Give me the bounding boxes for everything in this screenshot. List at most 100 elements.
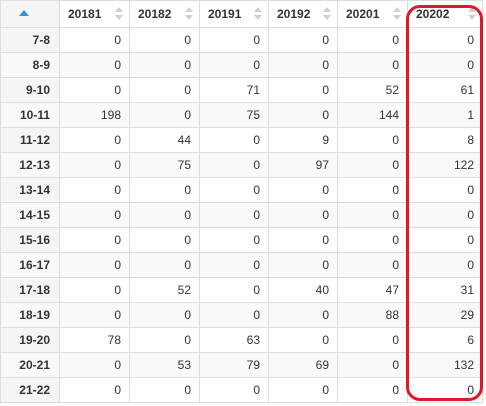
table-cell: 6 <box>407 327 483 353</box>
table-cell: 0 <box>199 52 269 78</box>
sort-both-icon <box>115 7 123 21</box>
table-cell: 0 <box>59 302 130 328</box>
table-cell: 0 <box>129 302 200 328</box>
sort-both-icon <box>323 7 331 21</box>
table-cell: 0 <box>268 77 338 103</box>
table-cell: 0 <box>268 52 338 78</box>
table-cell: 0 <box>59 352 130 378</box>
table-cell: 0 <box>199 152 269 178</box>
table-cell: 0 <box>407 202 483 228</box>
table-cell: 0 <box>407 177 483 203</box>
table-cell: 0 <box>407 52 483 78</box>
sort-both-icon <box>468 7 476 21</box>
column-header-label: 20192 <box>277 7 311 21</box>
table-cell: 0 <box>199 227 269 253</box>
row-label: 7-8 <box>0 27 60 53</box>
table-row: 19-20 78 0 63 0 0 6 <box>0 327 483 353</box>
table-cell: 0 <box>337 127 408 153</box>
table-row: 16-17 0 0 0 0 0 0 <box>0 252 483 278</box>
table-cell: 0 <box>129 227 200 253</box>
table-cell: 0 <box>59 127 130 153</box>
row-label: 20-21 <box>0 352 60 378</box>
table-cell: 9 <box>268 127 338 153</box>
table-cell: 97 <box>268 152 338 178</box>
column-header-label: 20182 <box>138 7 172 21</box>
table-cell: 0 <box>59 152 130 178</box>
table-cell: 0 <box>407 377 483 403</box>
table-cell: 71 <box>199 77 269 103</box>
table-cell: 0 <box>199 252 269 278</box>
column-header-label: 20181 <box>68 7 102 21</box>
table-cell: 122 <box>407 152 483 178</box>
table-cell: 0 <box>199 377 269 403</box>
table-row: 10-11 198 0 75 0 144 1 <box>0 102 483 128</box>
table-cell: 0 <box>268 252 338 278</box>
row-label-column-header[interactable] <box>0 0 60 28</box>
table-cell: 0 <box>129 202 200 228</box>
row-label: 13-14 <box>0 177 60 203</box>
column-header-20192[interactable]: 20192 <box>268 0 338 28</box>
column-header-20182[interactable]: 20182 <box>129 0 200 28</box>
table-cell: 0 <box>337 152 408 178</box>
table-cell: 69 <box>268 352 338 378</box>
table-cell: 53 <box>129 352 200 378</box>
table-cell: 0 <box>129 377 200 403</box>
table-cell: 0 <box>337 327 408 353</box>
table-cell: 31 <box>407 277 483 303</box>
table-cell: 0 <box>268 327 338 353</box>
column-header-20202[interactable]: 20202 <box>407 0 483 28</box>
row-label: 10-11 <box>0 102 60 128</box>
row-label: 15-16 <box>0 227 60 253</box>
header-row: 20181 20182 20191 20192 20201 20202 <box>0 0 483 28</box>
column-header-label: 20202 <box>416 7 450 21</box>
table-cell: 0 <box>199 202 269 228</box>
column-header-label: 20191 <box>208 7 242 21</box>
table-cell: 29 <box>407 302 483 328</box>
column-header-20201[interactable]: 20201 <box>337 0 408 28</box>
row-label: 18-19 <box>0 302 60 328</box>
table-cell: 63 <box>199 327 269 353</box>
table-row: 8-9 0 0 0 0 0 0 <box>0 52 483 78</box>
row-label: 17-18 <box>0 277 60 303</box>
row-label: 19-20 <box>0 327 60 353</box>
table-cell: 0 <box>129 27 200 53</box>
column-header-20191[interactable]: 20191 <box>199 0 269 28</box>
table-cell: 0 <box>337 377 408 403</box>
table-cell: 0 <box>199 177 269 203</box>
row-label: 16-17 <box>0 252 60 278</box>
table-cell: 0 <box>59 52 130 78</box>
table-row: 21-22 0 0 0 0 0 0 <box>0 377 483 403</box>
table-cell: 0 <box>337 52 408 78</box>
table-cell: 0 <box>59 202 130 228</box>
table-cell: 0 <box>407 252 483 278</box>
table-row: 17-18 0 52 0 40 47 31 <box>0 277 483 303</box>
row-label: 14-15 <box>0 202 60 228</box>
table-cell: 88 <box>337 302 408 328</box>
table-body: 7-8 0 0 0 0 0 0 8-9 0 0 0 0 0 0 9-10 0 0 71 0 52 61 10-11 198 0… <box>0 27 483 403</box>
table-cell: 0 <box>337 202 408 228</box>
table-cell: 0 <box>268 202 338 228</box>
table-cell: 0 <box>407 227 483 253</box>
table-cell: 44 <box>129 127 200 153</box>
row-label: 21-22 <box>0 377 60 403</box>
table-row: 12-13 0 75 0 97 0 122 <box>0 152 483 178</box>
table-cell: 0 <box>129 77 200 103</box>
table-cell: 8 <box>407 127 483 153</box>
table-cell: 0 <box>199 27 269 53</box>
row-label: 9-10 <box>0 77 60 103</box>
table-cell: 0 <box>199 277 269 303</box>
table-cell: 0 <box>337 252 408 278</box>
table-cell: 52 <box>129 277 200 303</box>
table-cell: 0 <box>337 227 408 253</box>
table-cell: 0 <box>337 177 408 203</box>
column-header-20181[interactable]: 20181 <box>59 0 130 28</box>
table-cell: 0 <box>407 27 483 53</box>
table-cell: 78 <box>59 327 130 353</box>
table-cell: 198 <box>59 102 130 128</box>
table-cell: 132 <box>407 352 483 378</box>
row-label: 11-12 <box>0 127 60 153</box>
table-cell: 0 <box>129 102 200 128</box>
table-cell: 0 <box>59 377 130 403</box>
table-cell: 75 <box>199 102 269 128</box>
